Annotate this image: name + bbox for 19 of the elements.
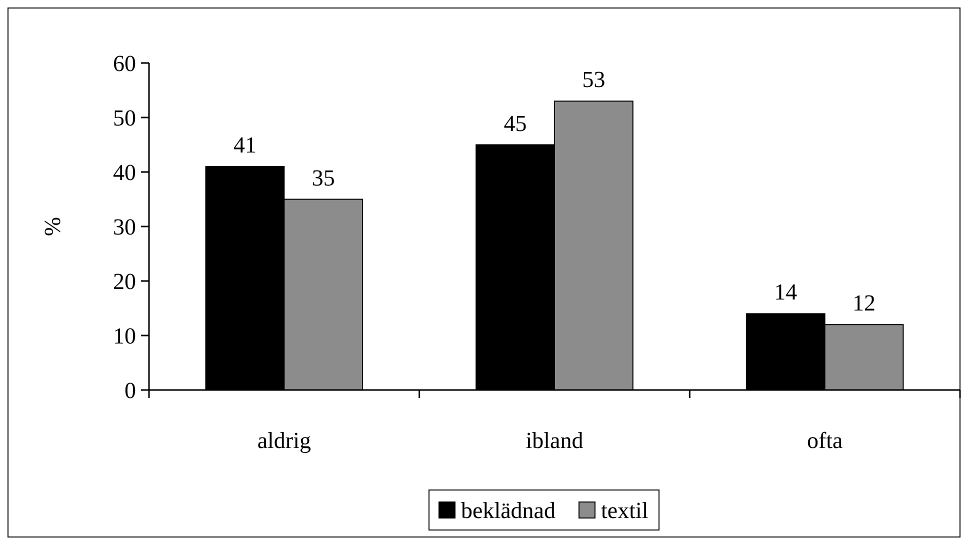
x-tick-label: ofta	[806, 428, 843, 453]
y-tick-label: 20	[113, 269, 136, 294]
data-label: 45	[504, 110, 527, 136]
data-label: 53	[582, 67, 606, 92]
y-tick-label: 30	[113, 214, 136, 240]
data-label: 41	[233, 132, 256, 158]
y-tick-label: 40	[113, 160, 136, 186]
x-tick-label: aldrig	[257, 428, 312, 453]
y-tick-label: 10	[113, 324, 136, 349]
legend-label: textil	[601, 498, 648, 523]
y-tick-label: 0	[124, 378, 136, 404]
legend-label: beklädnad	[461, 498, 556, 523]
y-tick-label: 60	[113, 51, 136, 76]
data-label: 35	[312, 165, 335, 190]
y-tick-label: 50	[113, 106, 136, 131]
y-axis-title: %	[40, 216, 65, 236]
data-label: 14	[774, 280, 798, 305]
data-label: 12	[852, 290, 876, 316]
x-tick-label: ibland	[526, 428, 584, 453]
